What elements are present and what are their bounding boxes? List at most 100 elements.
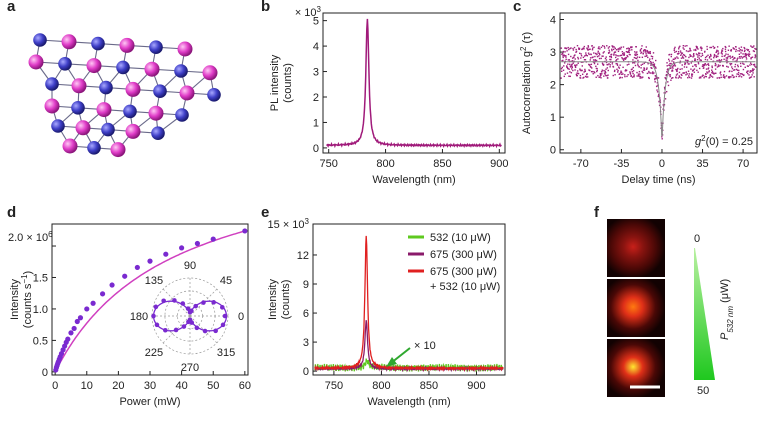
data-point [617,50,620,53]
data-point [650,64,652,66]
data-point [733,76,735,78]
atom-pink [44,98,60,114]
data-point [628,53,631,56]
data-point [728,76,730,78]
data-point [652,72,654,75]
data-point [626,54,628,57]
data-point [694,48,697,51]
data-point [575,51,577,53]
data-point [589,69,591,72]
data-point [733,48,736,50]
data-point [639,77,641,79]
atom-pink [148,105,164,121]
data-point [636,51,638,53]
data-point [742,56,744,58]
x-axis-label: Delay time (ns) [622,174,696,186]
data-point [636,71,638,74]
data-point [635,46,637,48]
data-point [724,50,727,53]
data-point [595,67,598,70]
data-point [655,75,657,78]
data-point [739,62,742,65]
data-point [601,55,603,57]
data-point [592,70,594,73]
data-point [194,240,201,247]
data-point [587,52,590,54]
data-point [693,55,695,57]
data-point [675,76,677,78]
data-point [594,55,596,58]
data-point [648,52,651,54]
data-point [616,64,619,66]
polar-angle-label: 270 [181,362,199,374]
data-point [663,92,665,94]
data-point [695,45,698,48]
x-tick-label: -70 [573,158,589,170]
x-tick-label: 50 [207,380,219,392]
data-point [610,58,612,61]
y-axis-label: Intensity [9,279,21,320]
pl-map-2 [607,279,665,337]
data-point [736,73,738,75]
data-point [667,84,670,87]
data-point [615,59,617,62]
data-point [667,68,669,70]
data-point [678,52,680,55]
polar-data-point [173,327,179,333]
data-point [625,70,627,72]
data-point [649,52,652,55]
data-point [640,52,642,54]
data-point [723,70,726,73]
data-point [722,47,724,50]
atom-pink [119,37,135,53]
data-point [582,47,585,49]
data-point [661,138,663,140]
data-point [740,76,743,78]
data-point [630,46,632,48]
data-point [748,74,750,76]
fit-line [561,61,756,137]
data-point [643,51,645,53]
y-tick-label: 3 [303,337,309,349]
data-point [744,55,747,57]
atom-blue [175,108,189,122]
polar-data-point [220,305,225,310]
data-point [689,47,691,50]
data-point [736,64,739,66]
data-point [616,63,619,65]
data-point [745,58,748,60]
data-point [588,69,590,71]
data-point [735,75,738,78]
data-point [577,62,579,64]
data-point [724,76,726,78]
data-point [623,52,625,54]
data-point [666,69,669,71]
data-point [674,57,677,60]
data-point [71,325,77,332]
data-point [642,76,644,78]
data-point [571,66,573,68]
data-point [574,66,577,69]
data-point [620,70,622,72]
data-point [597,74,599,77]
data-point [711,76,714,78]
data-point [563,62,566,64]
data-point [561,66,563,69]
data-point [722,65,724,67]
data-point [636,53,639,56]
data-point [731,70,733,73]
data-point [604,73,606,75]
data-point [581,65,583,67]
atom-pink [125,123,141,139]
data-point [592,73,594,75]
data-point [598,76,600,78]
data-point [688,56,690,59]
data-point [637,64,639,67]
data-point [607,47,610,49]
data-point [571,60,574,62]
data-point [600,74,602,77]
panel-label-f: f [594,204,599,221]
data-point [682,57,685,59]
data-point [698,53,700,55]
data-point [569,47,571,50]
